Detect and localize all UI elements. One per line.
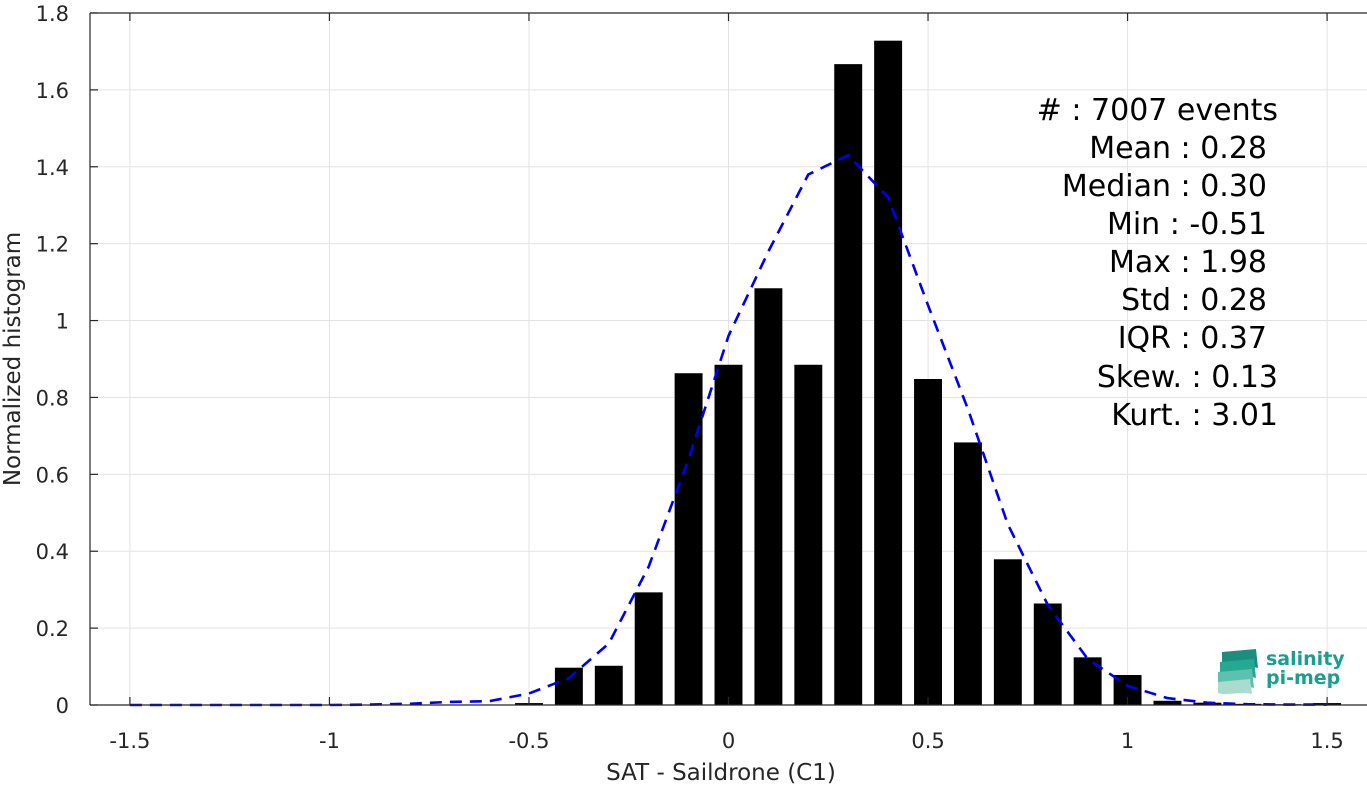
x-tick-label-1: -1 [319,729,340,753]
statistics-panel: # : 7007 events Mean : 0.28 Median : 0.3… [1037,93,1278,433]
histogram-bar-16 [1153,700,1182,705]
x-tick-label-4: 0.5 [911,729,944,753]
logo-text-pi-mep: pi-mep [1266,667,1341,689]
histogram-bar-9 [874,40,903,706]
y-tick-label-3: 0.6 [36,463,69,487]
logo-text-salinity: salinity [1266,648,1345,670]
histogram-bar-8 [834,64,863,706]
histogram-bar-13 [1033,603,1062,705]
x-tick-label-5: 1 [1121,729,1134,753]
y-tick-label-9: 1.8 [36,2,69,26]
y-tick-label-5: 1 [56,310,69,334]
stat-skewness: Skew. : 0.13 [1097,360,1278,395]
histogram-bar-6 [754,288,783,705]
y-tick-label-1: 0.2 [36,617,69,641]
histogram-bar-1 [554,667,583,705]
stat-count: # : 7007 events [1037,93,1278,128]
x-tick-label-3: 0 [722,729,735,753]
y-tick-label-6: 1.2 [36,233,69,257]
histogram-bar-2 [594,665,623,705]
histogram-bar-4 [674,373,703,705]
y-tick-label-7: 1.4 [36,156,69,180]
histogram-bar-5 [714,364,743,705]
y-axis-ticks: 0 0.2 0.4 0.6 0.8 1 1.2 1.4 1.6 1.8 [36,2,98,718]
y-axis-title: Normalized histogram [0,232,26,486]
stat-iqr: IQR : 0.37 [1118,321,1267,356]
normal-fit-curve [129,153,1328,707]
histogram-bar-12 [993,559,1022,705]
y-tick-label-4: 0.8 [36,386,69,410]
x-tick-label-0: -1.5 [109,729,150,753]
histogram-bar-3 [634,592,663,705]
stat-median: Median : 0.30 [1062,169,1267,204]
y-tick-label-0: 0 [56,694,69,718]
histogram-bars [515,40,1342,706]
y-tick-label-8: 1.6 [36,79,69,103]
x-tick-label-6: 1.5 [1310,729,1343,753]
stat-kurtosis: Kurt. : 3.01 [1111,398,1278,433]
y-tick-label-2: 0.4 [36,540,69,564]
histogram-bar-11 [953,442,982,705]
stat-std: Std : 0.28 [1121,283,1267,318]
x-axis-title: SAT - Saildrone (C1) [606,760,836,785]
stat-max: Max : 1.98 [1109,245,1267,280]
histogram-bar-7 [794,364,823,705]
histogram-bar-10 [914,378,942,705]
wave-stack-icon [1218,649,1258,694]
stat-min: Min : -0.51 [1107,207,1267,242]
salinity-pi-mep-logo: salinity pi-mep [1216,646,1356,696]
x-axis-ticks: -1.5 -1 -0.5 0 0.5 1 1.5 [109,13,1344,753]
x-tick-label-2: -0.5 [508,729,549,753]
stat-mean: Mean : 0.28 [1089,131,1267,166]
